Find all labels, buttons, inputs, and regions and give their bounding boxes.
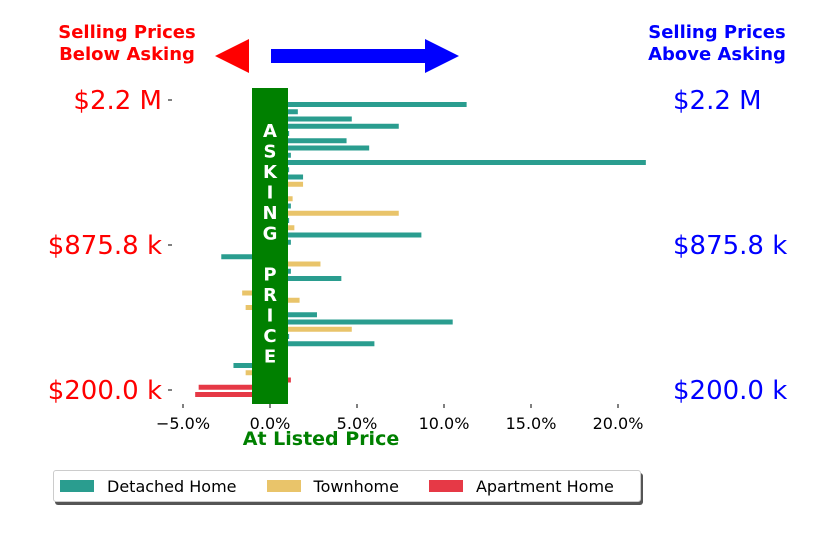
x-axis-label: At Listed Price	[243, 428, 399, 450]
band-letter: P	[263, 265, 276, 286]
legend-swatch	[266, 480, 301, 492]
band-letter: I	[267, 306, 274, 327]
bar-detached-home	[270, 341, 375, 347]
left-price-label: $875.8 k	[48, 231, 162, 261]
band-letter: I	[267, 183, 274, 204]
bar-detached-home	[270, 276, 342, 281]
left-price-label: $200.0 k	[48, 376, 162, 406]
legend-item: Detached Home	[60, 477, 237, 496]
headline-below-line2: Below Asking	[59, 44, 195, 65]
bar-apartment-home	[198, 384, 270, 390]
band-letter: K	[263, 162, 278, 183]
x-tick-label: −5.0%	[156, 414, 210, 433]
right-price-label: $875.8 k	[673, 231, 787, 261]
band-letter: S	[264, 142, 277, 163]
right-price-label: $2.2 M	[673, 86, 762, 116]
band-letter: R	[263, 285, 277, 306]
band-letter: E	[264, 347, 276, 368]
asking-price-band	[252, 88, 288, 404]
x-tick-label: 15.0%	[506, 414, 557, 433]
bar-detached-home	[270, 232, 422, 238]
band-letter: A	[263, 121, 277, 142]
bar-detached-home	[270, 138, 347, 144]
band-letter: N	[262, 203, 277, 224]
bar-detached-home	[221, 254, 270, 260]
x-tick-label: 5.0%	[337, 414, 378, 433]
bar-townhome	[270, 210, 399, 216]
headline-above-line1: Selling Prices	[648, 22, 785, 43]
bar-detached-home	[270, 102, 467, 107]
bar-detached-home	[270, 145, 370, 151]
bar-apartment-home	[195, 392, 270, 397]
legend-swatch	[60, 480, 94, 492]
bar-detached-home	[270, 123, 399, 129]
headline-above-line2: Above Asking	[648, 44, 786, 65]
bar-detached-home	[270, 160, 646, 165]
left-price-label: $2.2 M	[73, 86, 162, 116]
legend-label: Apartment Home	[475, 476, 614, 496]
left-arrow-icon	[215, 39, 249, 73]
x-tick-label: 20.0%	[593, 414, 644, 433]
legend-label: Detached Home	[107, 476, 237, 496]
x-tick-label: 0.0%	[250, 414, 291, 433]
bar-detached-home	[233, 363, 270, 368]
bar-detached-home	[270, 319, 453, 325]
bar-detached-home	[270, 116, 352, 122]
x-tick-label: 10.0%	[419, 414, 470, 433]
bar-townhome	[270, 261, 321, 267]
bar-townhome	[270, 326, 352, 332]
bar-detached-home	[270, 312, 317, 318]
headline-below-line1: Selling Prices	[58, 22, 195, 43]
right-price-label: $200.0 k	[673, 376, 787, 406]
right-arrow-icon	[271, 39, 459, 73]
legend-swatch	[428, 480, 463, 492]
legend-item: Apartment Home	[428, 476, 614, 496]
band-letter: C	[263, 326, 276, 347]
band-letter: G	[263, 224, 278, 245]
legend-label: Townhome	[313, 476, 399, 496]
legend: Detached Home Townhome Apartment Home	[53, 470, 641, 502]
legend-item: Townhome	[266, 476, 399, 496]
